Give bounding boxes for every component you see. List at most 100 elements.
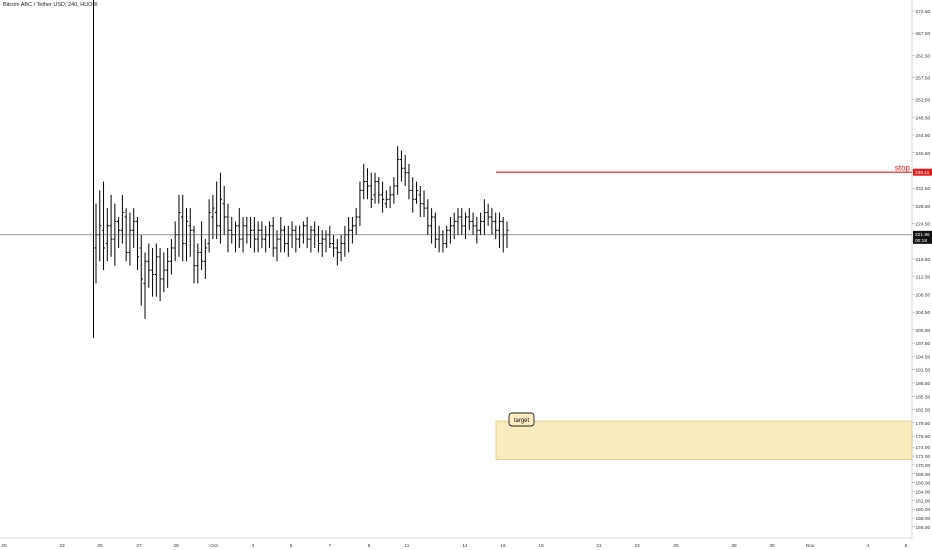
ohlc-bars: [93, 0, 509, 338]
ohlc-bar: [441, 230, 445, 253]
x-tick-label: 14: [462, 543, 468, 549]
ohlc-bar: [418, 185, 422, 217]
ohlc-bar: [426, 199, 430, 235]
x-tick-label: 29: [173, 543, 179, 549]
y-tick-label: 267.50: [916, 31, 931, 37]
ohlc-bar: [414, 181, 419, 204]
ohlc-bar: [215, 181, 219, 240]
ohlc-bar: [154, 243, 158, 297]
x-tick-label: 25: [673, 543, 679, 549]
ohlc-bar: [358, 181, 362, 226]
ohlc-bar: [211, 194, 215, 240]
ohlc-bar: [445, 225, 449, 248]
ohlc-bar: [271, 216, 275, 257]
ohlc-bar: [230, 216, 234, 244]
ohlc-bar: [264, 225, 268, 253]
symbol-title: Bitcoin ABC / Tether USD, 240, HUOBI: [3, 2, 98, 8]
ohlc-bar: [196, 243, 200, 284]
x-tick-label: 23: [634, 543, 640, 549]
y-tick-label: 228.50: [916, 204, 931, 210]
ohlc-bar: [143, 252, 147, 319]
x-tick-label: 11: [405, 543, 410, 549]
stop-price-tag: [913, 168, 932, 176]
ohlc-bar: [475, 216, 479, 244]
ohlc-bar: [328, 225, 332, 248]
target-zone-layer: target: [495, 412, 913, 461]
ohlc-bar: [373, 172, 377, 204]
x-tick-label: 27: [136, 543, 142, 549]
ohlc-bar: [188, 208, 192, 257]
ohlc-bar: [456, 208, 460, 235]
y-tick-label: 188.50: [916, 381, 931, 387]
ohlc-bar: [354, 208, 358, 235]
ohlc-bar: [320, 230, 324, 257]
countdown-label: 00:18: [915, 238, 927, 244]
ohlc-bar: [203, 239, 207, 279]
ohlc-bar: [497, 212, 502, 248]
y-tick-label: 257.50: [916, 75, 931, 81]
y-tick-label: 162.00: [916, 498, 931, 504]
ohlc-bar: [396, 146, 400, 195]
x-tick-label: 21: [596, 543, 602, 549]
x-tick-label: 28: [731, 543, 737, 549]
x-tick-label: 18: [538, 543, 544, 549]
ohlc-bar: [388, 185, 392, 209]
ohlc-bar: [294, 225, 298, 253]
y-tick-label: 156.00: [916, 525, 931, 531]
ohlc-bar: [94, 203, 98, 284]
ohlc-bar: [331, 234, 336, 257]
y-tick-label: 160.00: [916, 507, 931, 513]
ohlc-bar: [128, 212, 132, 266]
ohlc-bar: [433, 212, 437, 248]
ohlc-bar: [448, 216, 453, 244]
y-tick-label: 176.50: [916, 434, 931, 440]
ohlc-bar: [166, 247, 170, 288]
y-tick-label: 216.50: [916, 257, 931, 263]
y-tick-label: 172.00: [916, 454, 931, 460]
ohlc-bar: [222, 185, 226, 235]
ohlc-bar: [120, 194, 124, 244]
y-tick-label: 244.50: [916, 133, 931, 139]
stop-price-tag-label: 236.11: [915, 170, 930, 176]
x-tick-label: Nov: [806, 543, 815, 549]
ohlc-bar: [173, 221, 177, 262]
ohlc-bar: [482, 199, 486, 235]
y-tick-label: 224.50: [916, 222, 931, 228]
ohlc-bar: [403, 154, 407, 186]
ohlc-bar: [150, 247, 155, 297]
y-tick-label: 170.00: [916, 463, 931, 469]
ohlc-bar: [256, 221, 260, 253]
ohlc-bar: [411, 177, 415, 213]
ohlc-bar: [147, 243, 151, 288]
y-tick-label: 272.50: [916, 9, 931, 15]
ohlc-bar: [486, 203, 490, 226]
ohlc-bar: [233, 221, 238, 253]
ohlc-bar: [298, 225, 302, 248]
y-tick-label: 166.00: [916, 481, 931, 487]
ohlc-bar: [362, 163, 366, 200]
ohlc-bar: [117, 216, 121, 248]
ohlc-bar: [467, 208, 471, 231]
ohlc-bar: [226, 203, 230, 253]
y-tick-label: 252.50: [916, 98, 931, 104]
x-tick-label: Oct: [210, 543, 218, 549]
ohlc-bar: [207, 199, 211, 253]
ohlc-bar: [218, 172, 223, 244]
x-tick-label: 23: [59, 543, 65, 549]
ohlc-bar: [301, 221, 305, 244]
x-tick-label: 6: [905, 543, 908, 549]
x-tick-label: 30: [769, 543, 775, 549]
x-tick-label: 20: [1, 543, 7, 549]
ohlc-bar: [399, 150, 404, 182]
price-lines: stop: [0, 164, 912, 236]
x-tick-label: 3: [252, 543, 255, 549]
ohlc-bar: [132, 208, 136, 248]
ohlc-bar: [335, 239, 339, 266]
y-tick-label: 262.50: [916, 53, 931, 59]
y-tick-label: 185.50: [916, 394, 931, 400]
y-tick-label: 168.00: [916, 472, 931, 478]
y-tick-label: 174.00: [916, 445, 931, 451]
ohlc-bar: [490, 208, 494, 235]
ohlc-bar: [135, 216, 140, 271]
